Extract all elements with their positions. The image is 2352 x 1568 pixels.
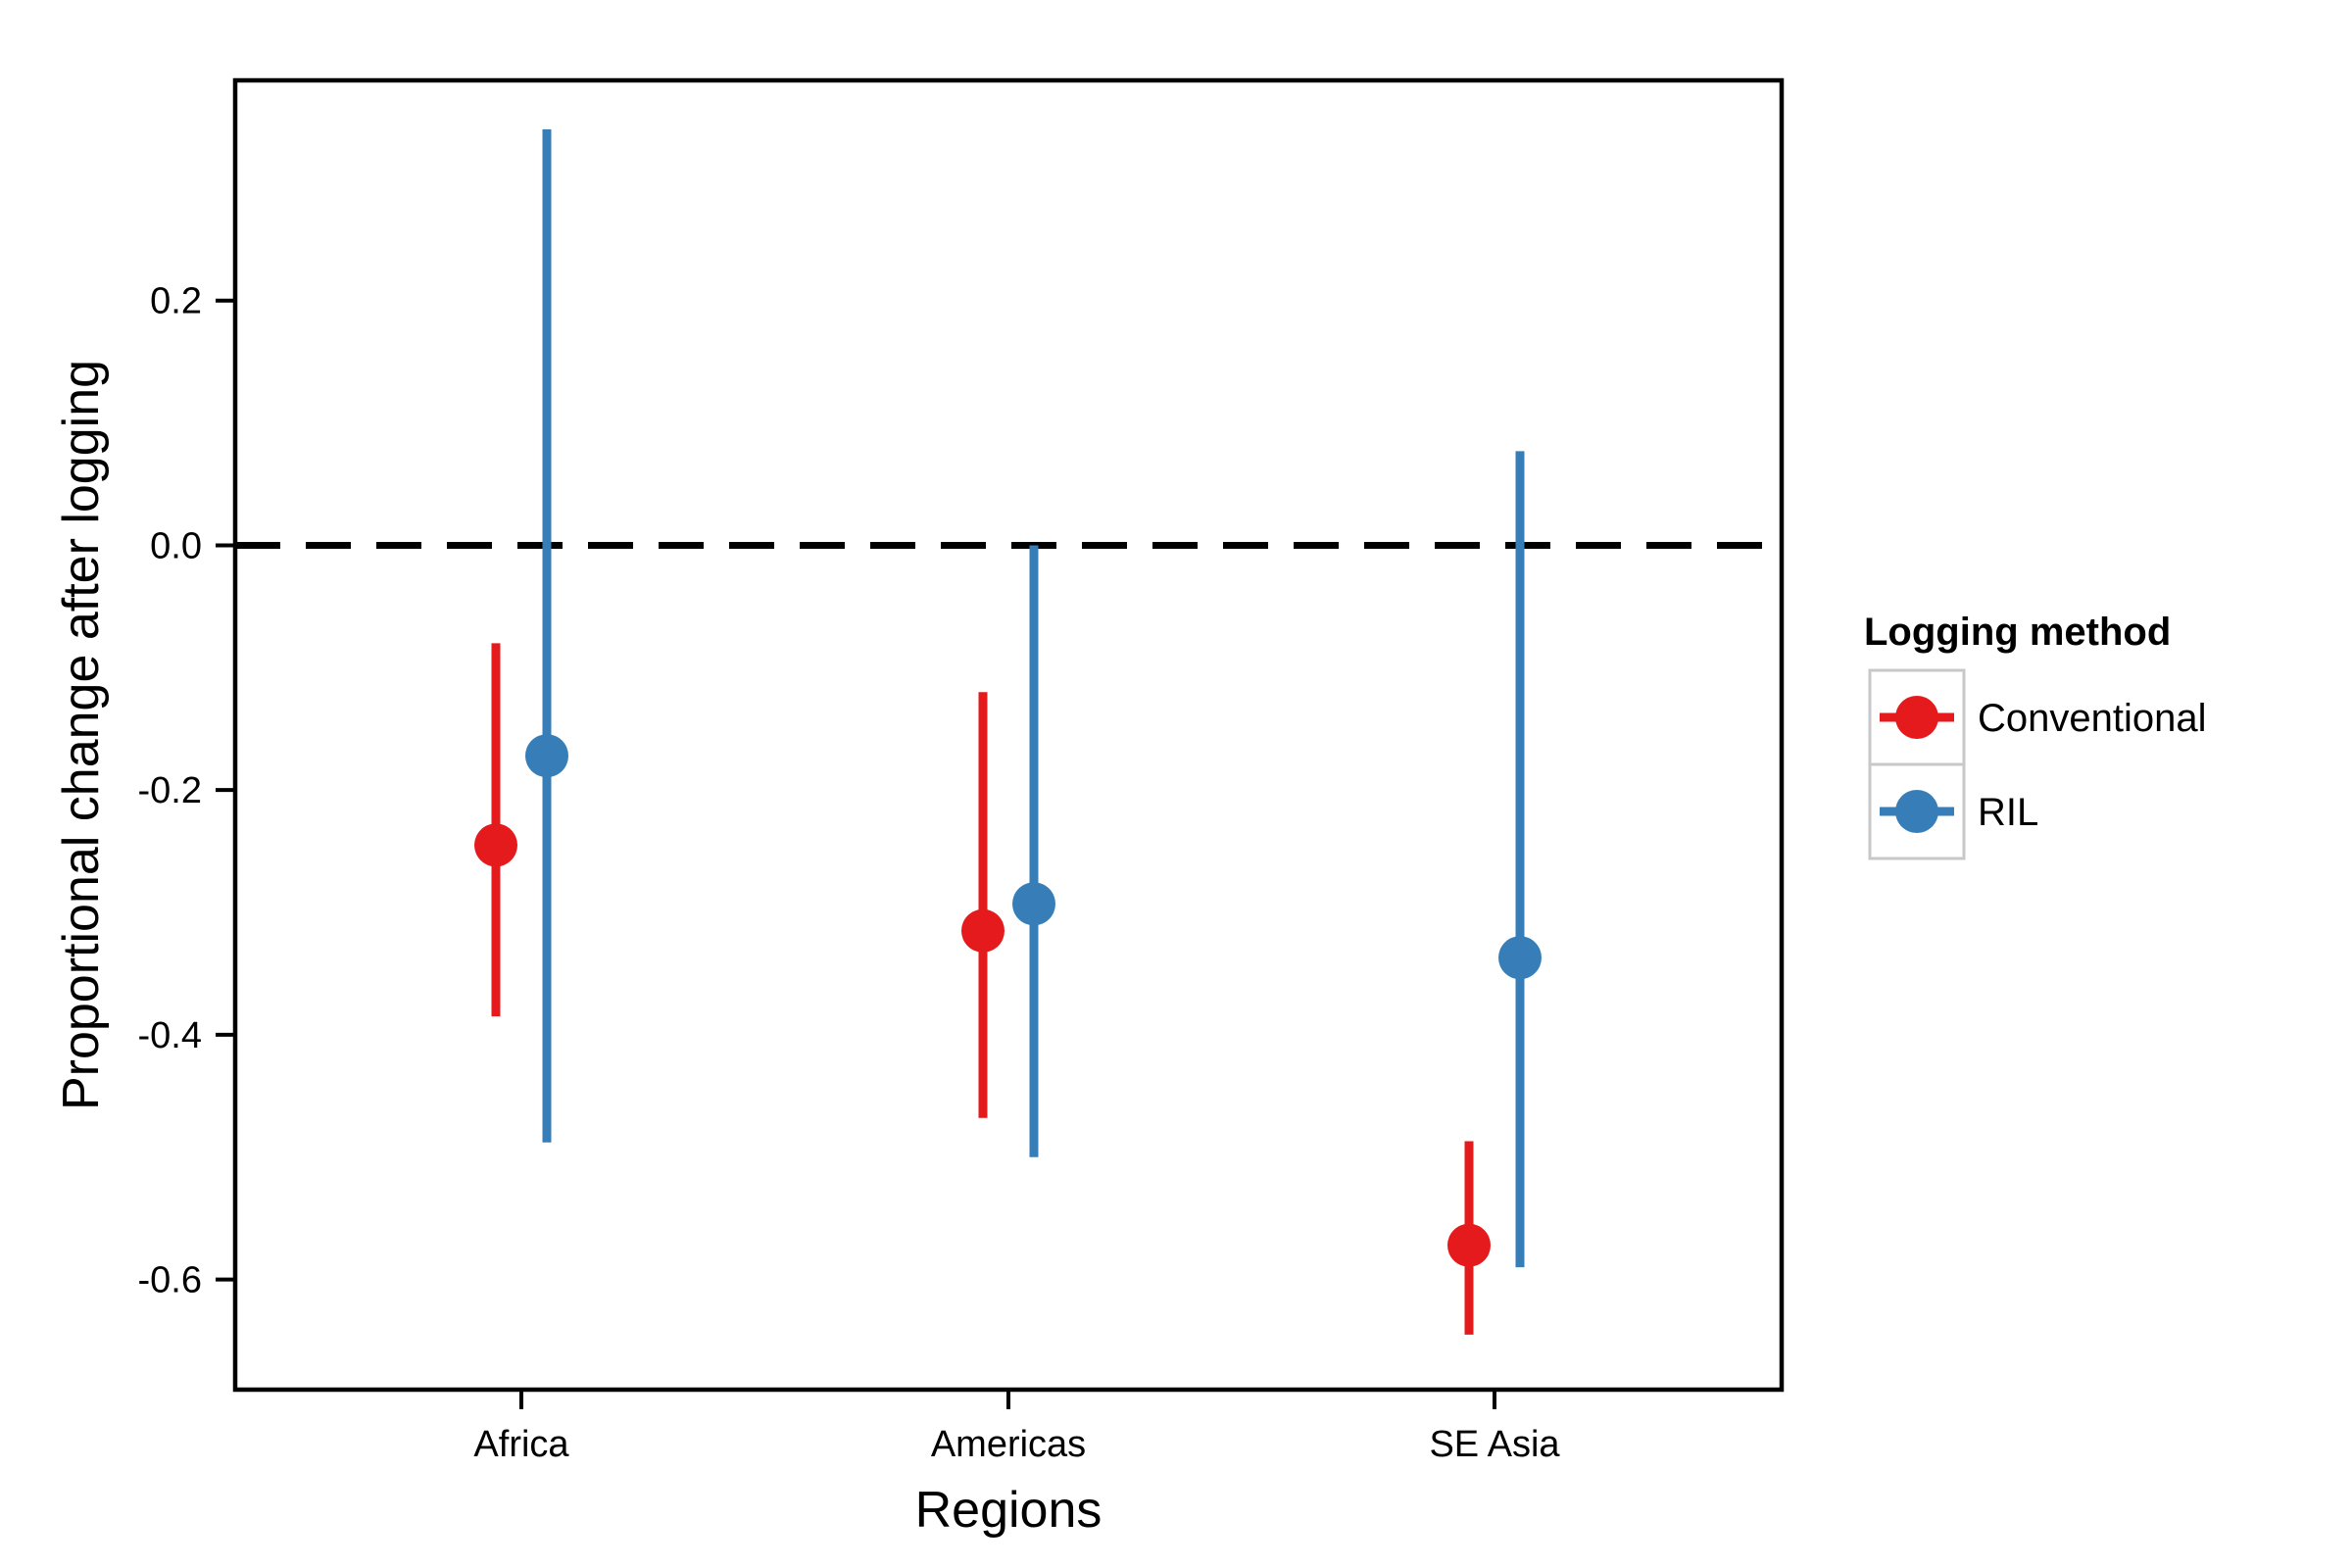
x-tick-label: Americas (931, 1424, 1086, 1465)
legend: Logging method Conventional RIL (1864, 611, 2207, 860)
y-tick-label: -0.6 (138, 1260, 202, 1301)
legend-label: Conventional (1978, 697, 2207, 740)
y-axis: 0.2 0.0 -0.2 -0.4 -0.6 (138, 281, 235, 1301)
data-point (525, 734, 568, 778)
data-point (474, 823, 517, 867)
x-tick-label: Africa (473, 1424, 569, 1465)
y-tick-label: -0.4 (138, 1015, 202, 1056)
y-tick-label: 0.2 (150, 281, 202, 322)
y-tick-label: -0.2 (138, 770, 202, 811)
data-point (1012, 882, 1055, 926)
data-point (1447, 1223, 1491, 1267)
x-axis-title: Regions (915, 1482, 1102, 1539)
x-tick-label: SE Asia (1429, 1424, 1560, 1465)
data-point (961, 908, 1004, 953)
data-point (1498, 936, 1542, 980)
legend-key-point (1895, 696, 1938, 739)
y-axis-title: Proportional change after logging (53, 360, 110, 1110)
legend-title: Logging method (1864, 611, 2171, 654)
x-axis: Africa Americas SE Asia (473, 1390, 1560, 1465)
data-marks (474, 128, 1542, 1335)
y-tick-label: 0.0 (150, 525, 202, 566)
legend-key-point (1895, 790, 1938, 833)
plot-panel (232, 77, 1785, 1393)
legend-label: RIL (1978, 791, 2038, 834)
